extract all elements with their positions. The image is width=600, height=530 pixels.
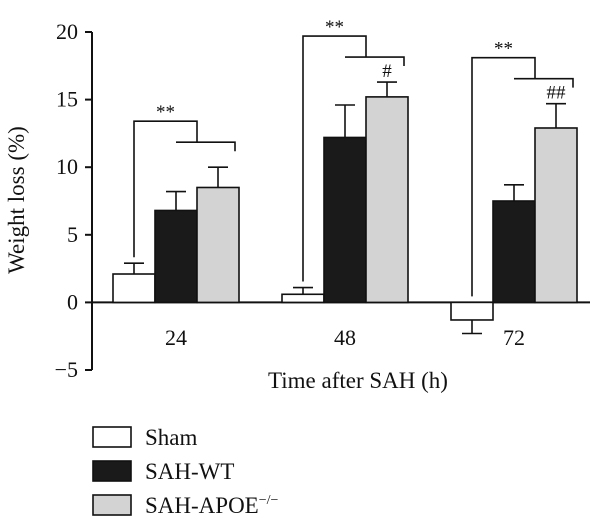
significance-bracket-outer: [133, 120, 198, 258]
significance-bracket-inner: [514, 77, 574, 88]
y-tick-label: 20: [56, 19, 78, 44]
x-tick-label: 24: [165, 325, 187, 350]
bar-sah-apoe: [196, 186, 240, 304]
legend-swatch: [92, 426, 132, 448]
significance-bracket-outer: [302, 35, 367, 282]
significance-label: **: [156, 102, 175, 123]
legend-swatch: [92, 494, 132, 516]
bar-sah-apoe: [534, 127, 578, 304]
bar-sah-apoe: [365, 96, 409, 304]
significance-label: **: [494, 39, 513, 60]
legend-label: Sham: [145, 425, 198, 450]
y-tick-label: 0: [67, 289, 78, 314]
legend-swatch: [92, 460, 132, 482]
x-tick-label: 72: [503, 325, 525, 350]
bar-sham: [450, 301, 494, 321]
significance-label: #: [382, 61, 392, 82]
y-tick-label: 10: [56, 154, 78, 179]
bar-sah-wt: [492, 200, 536, 304]
y-tick-label: −5: [55, 357, 78, 382]
significance-bracket-inner: [345, 56, 405, 67]
bar-sham: [112, 273, 156, 304]
bar-sah-wt: [323, 136, 367, 304]
significance-bracket-inner: [176, 141, 236, 152]
x-axis-title: Time after SAH (h): [268, 368, 448, 393]
y-tick-label: 5: [67, 222, 78, 247]
bar-sah-wt: [154, 209, 198, 304]
legend-label-superscript: −/−: [259, 493, 279, 508]
legend: Sham SAH-WT SAH-APOE−/−: [92, 425, 279, 518]
significance-label: **: [325, 17, 344, 38]
y-axis-title: Weight loss (%): [4, 126, 29, 274]
legend-label: SAH-WT: [145, 459, 234, 484]
legend-label: SAH-APOE−/−: [145, 493, 279, 518]
significance-label: ##: [547, 83, 567, 104]
y-tick-label: 15: [56, 87, 78, 112]
x-tick-label: 48: [334, 325, 356, 350]
plot-area: −5 0 5 10 15 20 24 48 72 ** ** # ** ##: [55, 17, 590, 382]
significance-bracket-outer: [471, 56, 536, 297]
bar-sham: [281, 293, 325, 304]
